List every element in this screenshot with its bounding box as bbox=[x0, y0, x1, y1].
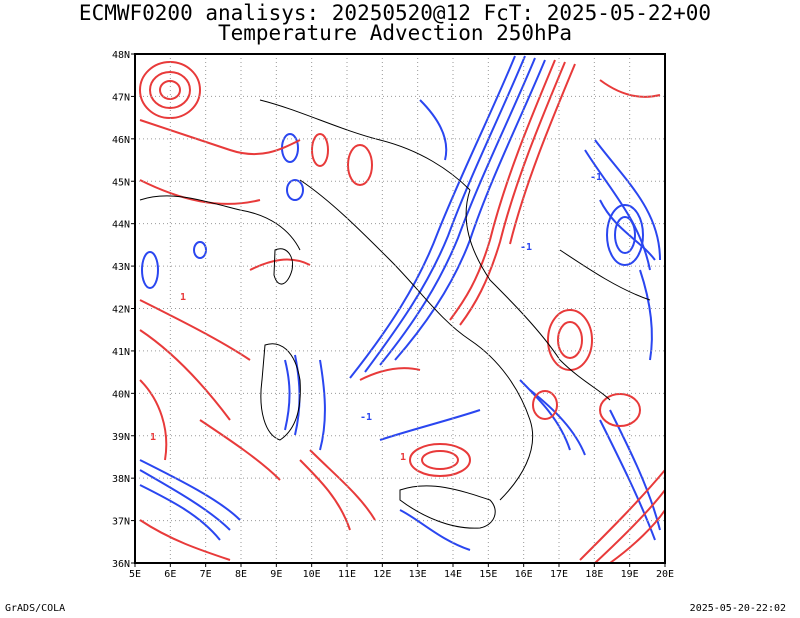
contour-label-negative: -1 bbox=[360, 412, 372, 423]
lat-tick-label: 48N bbox=[112, 50, 130, 61]
contour-label-positive: 1 bbox=[150, 432, 156, 443]
lat-tick-label: 36N bbox=[112, 559, 130, 570]
lon-tick-label: 12E bbox=[373, 569, 391, 580]
lat-tick-label: 37N bbox=[112, 517, 130, 528]
lon-tick-label: 9E bbox=[270, 569, 282, 580]
contour-label-negative: -1 bbox=[520, 242, 532, 253]
positive-contours bbox=[139, 59, 665, 563]
contour-label-negative: -1 bbox=[590, 172, 602, 183]
lat-tick-label: 41N bbox=[112, 347, 130, 358]
lon-tick-label: 15E bbox=[479, 569, 497, 580]
lon-tick-label: 18E bbox=[585, 569, 603, 580]
lon-tick-label: 14E bbox=[444, 569, 462, 580]
lat-tick-label: 46N bbox=[112, 135, 130, 146]
coastlines bbox=[139, 99, 651, 529]
map-title-line2: Temperature Advection 250hPa bbox=[217, 21, 572, 45]
lon-tick-label: 7E bbox=[200, 569, 212, 580]
footer-credit: GrADS/COLA bbox=[5, 603, 66, 614]
lon-tick-label: 17E bbox=[550, 569, 568, 580]
lon-axis: 5E 6E 7E 8E 9E 10E 11E 12E 13E 14E 15E 16E 17E 18E 19E… bbox=[129, 563, 674, 580]
lat-tick-label: 42N bbox=[112, 305, 130, 316]
contour-labels: -1 -1 -1 1 1 1 bbox=[150, 172, 602, 463]
lat-tick-label: 39N bbox=[112, 432, 130, 443]
contour-field: -1 -1 -1 1 1 1 bbox=[135, 54, 665, 563]
lat-tick-label: 40N bbox=[112, 389, 130, 400]
lat-tick-label: 45N bbox=[112, 177, 130, 188]
lat-tick-label: 47N bbox=[112, 92, 130, 103]
contour-label-positive: 1 bbox=[180, 292, 186, 303]
lon-tick-label: 20E bbox=[656, 569, 674, 580]
lat-tick-label: 38N bbox=[112, 474, 130, 485]
lon-tick-label: 19E bbox=[621, 569, 639, 580]
lat-lon-grid bbox=[135, 54, 665, 563]
lon-tick-label: 11E bbox=[338, 569, 356, 580]
negative-contours bbox=[139, 55, 661, 551]
lon-tick-label: 10E bbox=[303, 569, 321, 580]
lon-tick-label: 5E bbox=[129, 569, 141, 580]
lon-tick-label: 13E bbox=[409, 569, 427, 580]
map-title-line1: ECMWF0200 analisys: 20250520@12 FcT: 202… bbox=[78, 1, 712, 25]
lat-axis: 36N 37N 38N 39N 40N 41N 42N 43N 44N 45N 46N 47N 48N bbox=[112, 50, 135, 570]
contour-label-positive: 1 bbox=[400, 452, 406, 463]
lat-tick-label: 43N bbox=[112, 262, 130, 273]
lat-tick-label: 44N bbox=[112, 220, 130, 231]
lon-tick-label: 16E bbox=[515, 569, 533, 580]
lon-tick-label: 6E bbox=[164, 569, 176, 580]
footer-timestamp: 2025-05-20-22:02 bbox=[689, 603, 786, 614]
lon-tick-label: 8E bbox=[235, 569, 247, 580]
